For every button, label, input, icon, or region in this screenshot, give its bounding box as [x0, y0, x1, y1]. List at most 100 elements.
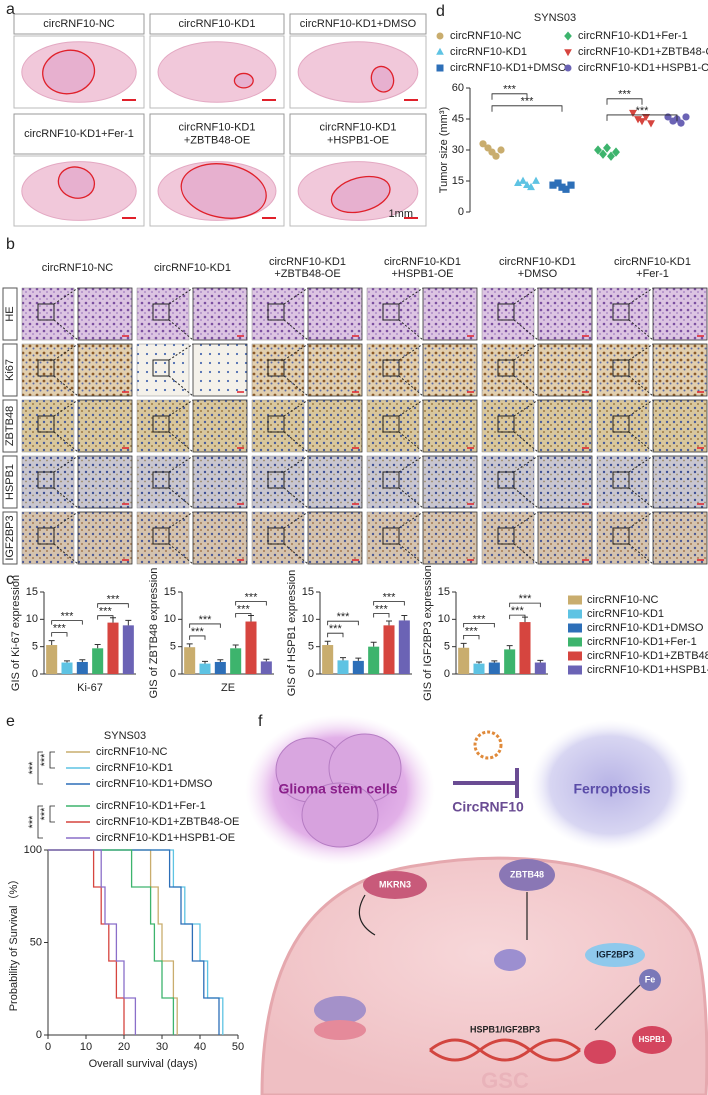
- point: [603, 143, 611, 153]
- tumor-outline: [57, 166, 96, 199]
- y-tick-label: 5: [32, 641, 38, 653]
- zoom-line: [53, 319, 79, 341]
- ihc-zoom: [192, 287, 248, 341]
- y-tick-label: 45: [452, 113, 464, 125]
- ihc-zoom: [307, 455, 363, 509]
- zoom-line: [398, 343, 424, 361]
- point: [523, 180, 531, 189]
- ihc-image: [136, 287, 190, 341]
- y-axis-label: Tumor size (mm³): [438, 107, 450, 193]
- zoom-line: [283, 343, 309, 361]
- ihc-zoom: [422, 511, 478, 565]
- y-tick-label: 15: [452, 175, 464, 187]
- point: [519, 176, 527, 184]
- error-bar: [324, 640, 331, 646]
- roi-box: [497, 303, 515, 321]
- zoom-line: [53, 431, 79, 453]
- panel-label: a: [6, 1, 15, 18]
- significance-label: ***: [61, 611, 75, 623]
- error-bar: [506, 645, 513, 650]
- significance-bracket: [37, 805, 43, 839]
- x-tick-label: 30: [156, 1041, 168, 1053]
- significance-bracket: [97, 615, 114, 620]
- significance-bracket: [606, 98, 643, 105]
- significance-label: ***: [39, 807, 51, 821]
- zoom-line: [53, 375, 79, 397]
- point: [497, 146, 505, 154]
- protein: [494, 949, 526, 971]
- y-tick-label: 0: [170, 668, 176, 680]
- significance-label: ***: [519, 593, 533, 605]
- legend-label: circRNF10-KD1+Fer-1: [587, 636, 697, 648]
- x-tick-label: 20: [118, 1041, 130, 1053]
- zoom-line: [283, 455, 309, 473]
- zoom-line: [513, 375, 539, 397]
- bar: [214, 661, 226, 674]
- y-tick-label: 15: [438, 586, 450, 598]
- ihc-zoom: [652, 399, 708, 453]
- point: [567, 181, 575, 189]
- ihc-zoom: [77, 399, 133, 453]
- bar: [534, 662, 546, 674]
- bar: [122, 625, 134, 674]
- ubiquitin-target: [314, 1020, 366, 1040]
- zoom-line: [168, 487, 194, 509]
- point: [527, 182, 535, 191]
- legend-swatch: [568, 623, 582, 633]
- column-header: circRNF10-KD1: [154, 262, 231, 274]
- zoom-line: [398, 487, 424, 509]
- significance-label: ***: [521, 96, 535, 108]
- significance-bracket: [37, 751, 43, 785]
- significance-bracket: [509, 602, 541, 608]
- roi-box: [497, 527, 515, 545]
- significance-label: ***: [27, 761, 39, 775]
- legend-label: circRNF10-KD1: [96, 762, 173, 774]
- legend-label: circRNF10-KD1+ZBTB48-OE: [587, 650, 708, 662]
- ihc-image: [366, 455, 420, 509]
- roi-box: [382, 415, 400, 433]
- significance-bracket: [463, 622, 495, 628]
- zoom-line: [513, 431, 539, 453]
- row-label-box: [2, 343, 18, 397]
- y-tick-label: 0: [308, 668, 314, 680]
- legend-label: circRNF10-KD1+Fer-1: [578, 30, 688, 42]
- bar: [184, 647, 196, 674]
- zoom-line: [398, 319, 424, 341]
- roi-box: [37, 415, 55, 433]
- roi-box: [267, 415, 285, 433]
- ihc-image: [21, 399, 75, 453]
- x-tick-label: 40: [194, 1041, 206, 1053]
- ihc-zoom: [307, 399, 363, 453]
- ihc-image: [251, 455, 305, 509]
- bar: [368, 646, 380, 674]
- legend-label: circRNF10-KD1: [587, 608, 664, 620]
- error-bar: [263, 658, 270, 662]
- brain-section: [297, 41, 419, 103]
- group-title: circRNF10-KD1+DMSO: [300, 18, 417, 30]
- row-label-box: [2, 287, 18, 341]
- group-title: circRNF10-KD1: [178, 18, 255, 30]
- bar: [519, 622, 531, 674]
- column-header: circRNF10-KD1: [384, 256, 461, 268]
- zoom-line: [283, 399, 309, 417]
- zoom-line: [513, 399, 539, 417]
- row-label-box: [2, 399, 18, 453]
- ihc-zoom: [192, 511, 248, 565]
- row-label: HE: [4, 306, 16, 321]
- zoom-line: [628, 455, 654, 473]
- ihc-image: [136, 399, 190, 453]
- bar: [383, 625, 395, 674]
- ihc-zoom: [192, 399, 248, 453]
- ihc-image: [136, 511, 190, 565]
- significance-label: ***: [191, 626, 205, 638]
- ihc-image: [21, 455, 75, 509]
- scale-label: 1mm: [389, 208, 413, 220]
- bar: [46, 645, 58, 674]
- point: [607, 151, 615, 161]
- significance-label: ***: [329, 623, 343, 635]
- x-axis-label: ZE: [221, 682, 235, 694]
- y-tick-label: 60: [452, 82, 464, 94]
- error-bar: [202, 660, 208, 664]
- significance-label: ***: [636, 105, 650, 117]
- zoom-line: [168, 455, 194, 473]
